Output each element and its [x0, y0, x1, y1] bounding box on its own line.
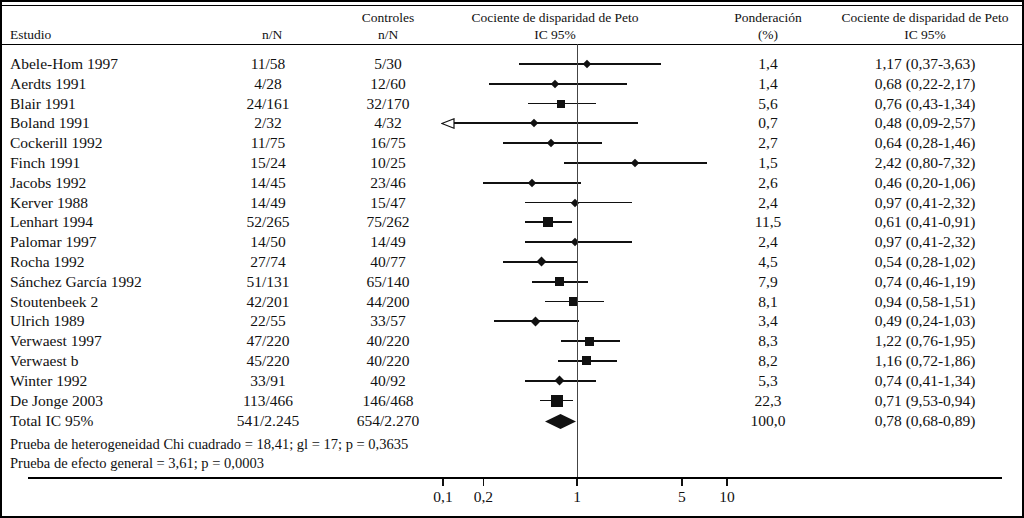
total-controls: 654/2.270	[318, 409, 458, 433]
axis-tick	[576, 479, 578, 486]
point-estimate-diamond	[528, 178, 536, 186]
point-estimate-square	[551, 395, 563, 407]
point-estimate-square	[543, 217, 553, 227]
axis-tick-label: 1	[555, 488, 599, 506]
heterogeneity-test-text: Prueba de heterogeneidad Chi cuadrado = …	[10, 436, 408, 453]
axis-tick-label: 0,2	[461, 488, 505, 506]
axis-tick-label: 0,1	[421, 488, 465, 506]
x-axis-line	[28, 477, 1002, 479]
axis-tick-label: 10	[705, 488, 749, 506]
point-estimate-square	[557, 100, 565, 108]
forest-plot-figure: Estudio n/N Controles n/N Cociente de di…	[0, 0, 1024, 518]
point-estimate-square	[585, 337, 594, 346]
point-estimate-square	[582, 356, 591, 365]
point-estimate-diamond	[571, 198, 579, 206]
axis-tick	[681, 479, 683, 486]
overall-effect-test-text: Prueba de efecto general = 3,61; p = 0,0…	[10, 455, 264, 472]
point-estimate-diamond	[583, 60, 591, 68]
confidence-interval-line	[454, 122, 638, 124]
point-estimate-diamond	[550, 79, 558, 87]
total-row-label: Total IC 95%	[10, 409, 93, 433]
axis-tick	[442, 479, 444, 486]
point-estimate-diamond	[547, 139, 555, 147]
point-estimate-diamond	[536, 257, 546, 267]
axis-tick	[483, 479, 485, 486]
point-estimate-diamond	[555, 376, 565, 386]
point-estimate-diamond	[530, 119, 538, 127]
axis-tick	[726, 479, 728, 486]
total-or-ci: 0,78 (0,68-0,89)	[828, 409, 1022, 433]
no-effect-line	[577, 44, 578, 477]
ci-extends-left-arrow-icon	[441, 118, 455, 129]
total-weight: 100,0	[698, 409, 838, 433]
point-estimate-diamond	[630, 159, 638, 167]
point-estimate-diamond	[531, 316, 541, 326]
point-estimate-square	[555, 277, 564, 286]
axis-tick-label: 5	[660, 488, 704, 506]
point-estimate-diamond	[571, 238, 579, 246]
